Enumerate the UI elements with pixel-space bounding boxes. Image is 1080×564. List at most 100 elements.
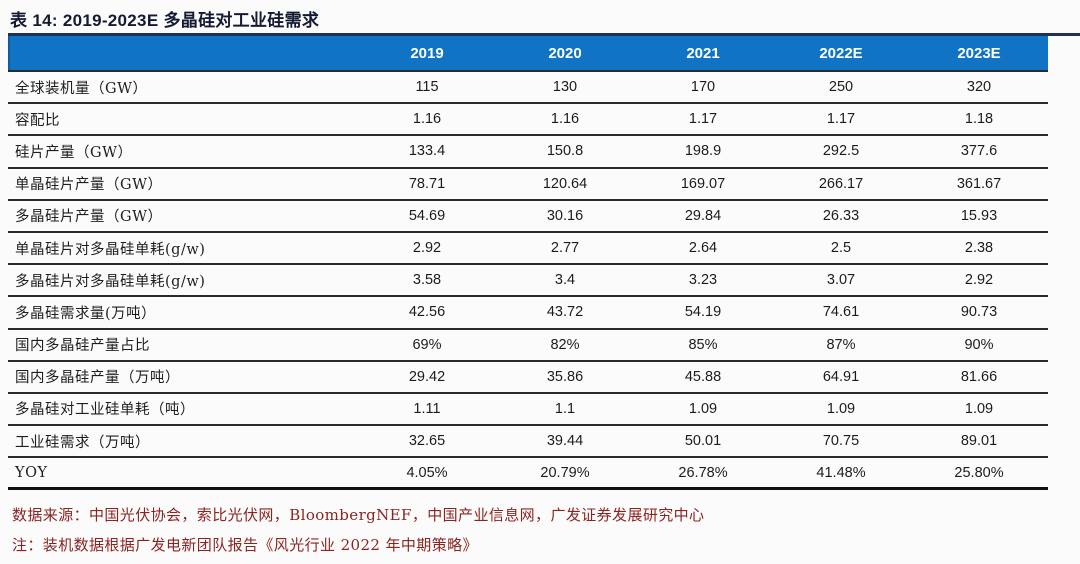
cell-value: 29.42 bbox=[408, 368, 446, 385]
cell-value: 54.19 bbox=[684, 304, 722, 321]
cell-value: 1.17 bbox=[688, 111, 718, 128]
cell-value: 1.09 bbox=[964, 400, 994, 417]
cell-value: 35.86 bbox=[546, 368, 584, 385]
cell-value: 54.69 bbox=[408, 207, 446, 224]
cell-value: 74.61 bbox=[822, 304, 860, 321]
table-row: YOY 4.05% 20.79% 26.78% 41.48% 25.80% bbox=[8, 458, 1048, 491]
column-header: 2022E bbox=[819, 44, 863, 62]
row-label: 多晶硅对工业硅单耗（吨） bbox=[15, 402, 195, 419]
cell-value: 25.80% bbox=[954, 464, 1004, 481]
cell-value: 42.56 bbox=[408, 304, 446, 321]
row-label: YOY bbox=[15, 464, 48, 481]
cell-value: 78.71 bbox=[408, 175, 446, 192]
table-row: 单晶硅片产量（GW） 78.71 120.64 169.07 266.17 361.67 bbox=[8, 169, 1048, 201]
cell-value: 377.6 bbox=[960, 143, 998, 160]
table-row: 多晶硅对工业硅单耗（吨） 1.11 1.1 1.09 1.09 1.09 bbox=[8, 394, 1048, 427]
cell-value: 32.65 bbox=[408, 433, 446, 450]
cell-value: 90.73 bbox=[960, 304, 998, 321]
cell-value: 2.64 bbox=[688, 240, 718, 257]
cell-value: 1.09 bbox=[826, 400, 856, 417]
row-label: 全球装机量（GW） bbox=[15, 80, 148, 97]
cell-value: 133.4 bbox=[408, 143, 446, 160]
cell-value: 3.07 bbox=[826, 272, 856, 289]
table-row: 国内多晶硅产量占比 69% 82% 85% 87% 90% bbox=[8, 330, 1048, 362]
table-row: 容配比 1.16 1.16 1.17 1.17 1.18 bbox=[8, 104, 1048, 137]
row-label: 多晶硅需求量(万吨） bbox=[15, 305, 157, 322]
table-header-row: 2019 2020 2021 2022E 2023E bbox=[8, 36, 1048, 70]
cell-value: 1.16 bbox=[412, 111, 442, 128]
row-label: 多晶硅片对多晶硅单耗(g/w) bbox=[15, 273, 206, 290]
row-label: 容配比 bbox=[15, 112, 60, 129]
table-body: 全球装机量（GW） 115 130 170 250 320 容配比 1.16 1.16 1.17 1… bbox=[8, 70, 1048, 491]
cell-value: 26.78% bbox=[678, 464, 728, 481]
row-label: 国内多晶硅产量（万吨） bbox=[15, 370, 180, 387]
cell-value: 1.1 bbox=[554, 400, 576, 417]
column-header: 2020 bbox=[548, 44, 582, 62]
cell-value: 198.9 bbox=[684, 143, 722, 160]
cell-value: 170 bbox=[690, 79, 716, 96]
cell-value: 320 bbox=[966, 79, 992, 96]
row-label: 国内多晶硅产量占比 bbox=[15, 338, 150, 355]
column-header: 2019 bbox=[410, 44, 444, 62]
cell-value: 266.17 bbox=[818, 175, 864, 192]
column-header: 2021 bbox=[686, 44, 720, 62]
cell-value: 2.92 bbox=[412, 240, 442, 257]
cell-value: 292.5 bbox=[822, 143, 860, 160]
cell-value: 1.16 bbox=[550, 111, 580, 128]
table-row: 多晶硅片产量（GW） 54.69 30.16 29.84 26.33 15.93 bbox=[8, 201, 1048, 233]
row-label: 硅片产量（GW） bbox=[15, 144, 133, 161]
table-row: 全球装机量（GW） 115 130 170 250 320 bbox=[8, 72, 1048, 105]
divider-top-rule bbox=[8, 33, 1080, 36]
row-label: 多晶硅片产量（GW） bbox=[15, 209, 163, 226]
cell-value: 45.88 bbox=[684, 368, 722, 385]
cell-value: 1.18 bbox=[964, 111, 994, 128]
cell-value: 85% bbox=[688, 336, 718, 353]
cell-value: 1.11 bbox=[413, 400, 441, 417]
column-header: 2023E bbox=[957, 44, 1001, 62]
cell-value: 90% bbox=[964, 336, 994, 353]
cell-value: 3.4 bbox=[554, 272, 576, 289]
cell-value: 2.92 bbox=[964, 272, 994, 289]
cell-value: 41.48% bbox=[816, 464, 866, 481]
cell-value: 87% bbox=[826, 336, 856, 353]
footnote-note: 注：装机数据根据广发电新团队报告《风光行业 2022 年中期策略》 bbox=[12, 536, 478, 554]
cell-value: 120.64 bbox=[542, 175, 588, 192]
cell-value: 3.58 bbox=[412, 272, 442, 289]
table-title: 表 14: 2019-2023E 多晶硅对工业硅需求 bbox=[10, 11, 320, 30]
table-row: 多晶硅片对多晶硅单耗(g/w) 3.58 3.4 3.23 3.07 2.92 bbox=[8, 265, 1048, 298]
cell-value: 1.09 bbox=[688, 400, 718, 417]
cell-value: 26.33 bbox=[822, 207, 860, 224]
cell-value: 82% bbox=[550, 336, 580, 353]
row-label: 单晶硅片产量（GW） bbox=[15, 177, 163, 194]
table-row: 多晶硅需求量(万吨） 42.56 43.72 54.19 74.61 90.73 bbox=[8, 297, 1048, 330]
cell-value: 115 bbox=[415, 79, 439, 96]
cell-value: 169.07 bbox=[680, 175, 726, 192]
cell-value: 30.16 bbox=[546, 207, 584, 224]
cell-value: 64.91 bbox=[822, 368, 860, 385]
cell-value: 50.01 bbox=[684, 433, 722, 450]
table-row: 硅片产量（GW） 133.4 150.8 198.9 292.5 377.6 bbox=[8, 136, 1048, 169]
cell-value: 130 bbox=[552, 79, 578, 96]
table-row: 单晶硅片对多晶硅单耗(g/w) 2.92 2.77 2.64 2.5 2.38 bbox=[8, 233, 1048, 266]
cell-value: 20.79% bbox=[540, 464, 590, 481]
cell-value: 2.38 bbox=[964, 240, 994, 257]
cell-value: 81.66 bbox=[960, 368, 998, 385]
footnote-source: 数据来源：中国光伏协会，索比光伏网，BloombergNEF，中国产业信息网，广… bbox=[12, 506, 705, 524]
cell-value: 150.8 bbox=[546, 143, 584, 160]
cell-value: 39.44 bbox=[546, 433, 584, 450]
table-row: 国内多晶硅产量（万吨） 29.42 35.86 45.88 64.91 81.66 bbox=[8, 362, 1048, 394]
cell-value: 3.23 bbox=[688, 272, 718, 289]
table-row: 工业硅需求（万吨） 32.65 39.44 50.01 70.75 89.01 bbox=[8, 426, 1048, 459]
cell-value: 69% bbox=[412, 336, 442, 353]
cell-value: 2.77 bbox=[550, 240, 580, 257]
cell-value: 70.75 bbox=[822, 433, 860, 450]
cell-value: 15.93 bbox=[960, 207, 998, 224]
cell-value: 250 bbox=[828, 79, 854, 96]
cell-value: 89.01 bbox=[960, 433, 998, 450]
cell-value: 2.5 bbox=[830, 240, 852, 257]
row-label: 单晶硅片对多晶硅单耗(g/w) bbox=[15, 241, 206, 258]
cell-value: 1.17 bbox=[826, 111, 856, 128]
row-label: 工业硅需求（万吨） bbox=[15, 434, 150, 451]
cell-value: 4.05% bbox=[406, 464, 448, 481]
cell-value: 361.67 bbox=[956, 175, 1002, 192]
